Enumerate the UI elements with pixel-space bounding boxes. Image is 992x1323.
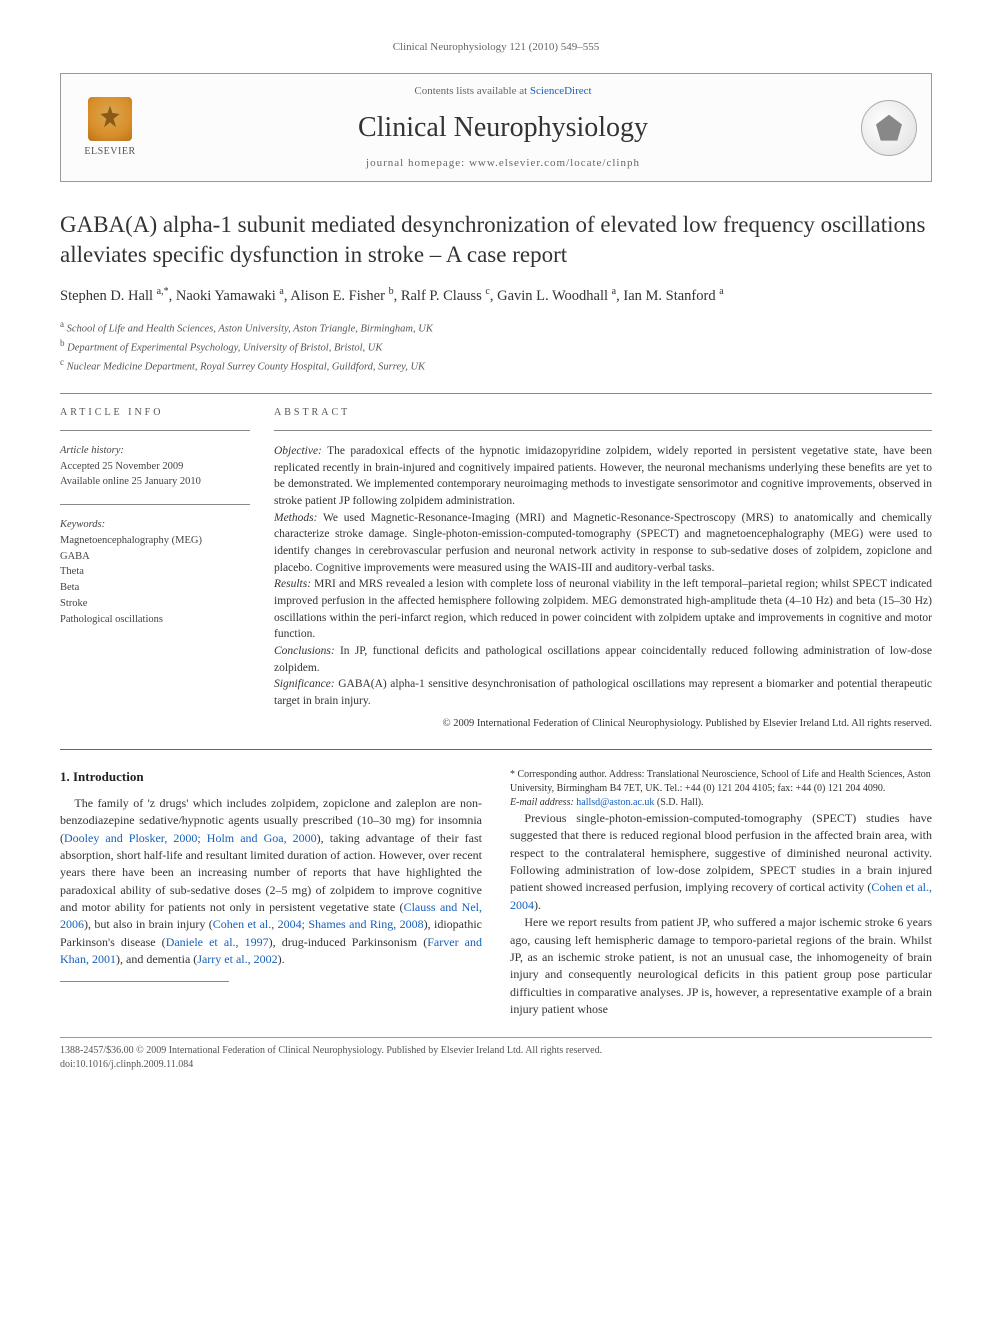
abstract-conclusions: Conclusions: In JP, functional deficits … — [274, 643, 932, 676]
elsevier-label: ELSEVIER — [75, 145, 145, 159]
page-footer: 1388-2457/$36.00 © 2009 International Fe… — [60, 1037, 932, 1072]
keyword-item: Theta — [60, 564, 250, 580]
elsevier-tree-icon — [88, 97, 132, 141]
article-history-block: Article history: Accepted 25 November 20… — [60, 443, 250, 490]
article-title: GABA(A) alpha-1 subunit mediated desynch… — [60, 210, 932, 270]
keywords-block: Keywords: Magnetoencephalography (MEG) G… — [60, 517, 250, 627]
journal-title: Clinical Neurophysiology — [145, 109, 861, 147]
sciencedirect-link[interactable]: ScienceDirect — [530, 85, 592, 97]
keyword-item: Pathological oscillations — [60, 612, 250, 628]
history-heading: Article history: — [60, 443, 250, 459]
footer-doi-line: doi:10.1016/j.clinph.2009.11.084 — [60, 1058, 932, 1072]
journal-cover-icon — [861, 100, 917, 156]
article-info-column: ARTICLE INFO Article history: Accepted 2… — [60, 406, 250, 730]
abstract-significance: Significance: GABA(A) alpha-1 sensitive … — [274, 676, 932, 709]
article-info-heading: ARTICLE INFO — [60, 406, 250, 420]
footer-issn-line: 1388-2457/$36.00 © 2009 International Fe… — [60, 1044, 932, 1058]
rule-before-body — [60, 749, 932, 750]
contents-available-line: Contents lists available at ScienceDirec… — [145, 84, 861, 99]
abstract-copyright: © 2009 International Federation of Clini… — [274, 716, 932, 731]
abstract-body: Objective: The paradoxical effects of th… — [274, 443, 932, 731]
footnote-separator — [60, 981, 229, 982]
corresponding-email-link[interactable]: hallsd@aston.ac.uk — [576, 797, 654, 808]
citation-link[interactable]: Cohen et al., 2004; Shames and Ring, 200… — [213, 917, 424, 931]
intro-paragraph-3: Here we report results from patient JP, … — [510, 914, 932, 1018]
affiliations: a School of Life and Health Sciences, As… — [60, 318, 932, 376]
keyword-item: GABA — [60, 549, 250, 565]
intro-paragraph-2: Previous single-photon-emission-computed… — [510, 810, 932, 914]
abstract-methods: Methods: We used Magnetic-Resonance-Imag… — [274, 510, 932, 577]
abstract-results: Results: MRI and MRS revealed a lesion w… — [274, 576, 932, 643]
affiliation-c: c Nuclear Medicine Department, Royal Sur… — [60, 356, 932, 375]
journal-homepage: journal homepage: www.elsevier.com/locat… — [145, 156, 861, 171]
abstract-objective: Objective: The paradoxical effects of th… — [274, 443, 932, 510]
contents-prefix: Contents lists available at — [414, 85, 529, 97]
affiliation-a: a School of Life and Health Sciences, As… — [60, 318, 932, 337]
corresponding-author-footnote: * Corresponding author. Address: Transla… — [510, 768, 932, 810]
section-heading-introduction: 1. Introduction — [60, 768, 482, 787]
authors-list: Stephen D. Hall a,*, Naoki Yamawaki a, A… — [60, 284, 932, 308]
abstract-rule — [274, 430, 932, 431]
keywords-heading: Keywords: — [60, 517, 250, 533]
journal-header-box: ELSEVIER Contents lists available at Sci… — [60, 73, 932, 182]
abstract-column: ABSTRACT Objective: The paradoxical effe… — [274, 406, 932, 730]
info-rule-2 — [60, 504, 250, 505]
info-rule-1 — [60, 430, 250, 431]
accepted-date: Accepted 25 November 2009 — [60, 459, 250, 475]
body-two-column: 1. Introduction The family of 'z drugs' … — [60, 768, 932, 1019]
citation-link[interactable]: Jarry et al., 2002 — [197, 952, 277, 966]
citation-link[interactable]: Dooley and Plosker, 2000; Holm and Goa, … — [64, 831, 317, 845]
citation-link[interactable]: Daniele et al., 1997 — [166, 935, 269, 949]
keyword-item: Stroke — [60, 596, 250, 612]
keyword-item: Magnetoencephalography (MEG) — [60, 533, 250, 549]
affiliation-b: b Department of Experimental Psychology,… — [60, 337, 932, 356]
keyword-item: Beta — [60, 580, 250, 596]
elsevier-logo: ELSEVIER — [75, 97, 145, 159]
online-date: Available online 25 January 2010 — [60, 474, 250, 490]
email-label: E-mail address: — [510, 797, 574, 808]
intro-paragraph-1: The family of 'z drugs' which includes z… — [60, 795, 482, 969]
rule-top — [60, 393, 932, 394]
running-header: Clinical Neurophysiology 121 (2010) 549–… — [60, 40, 932, 55]
abstract-heading: ABSTRACT — [274, 406, 932, 420]
